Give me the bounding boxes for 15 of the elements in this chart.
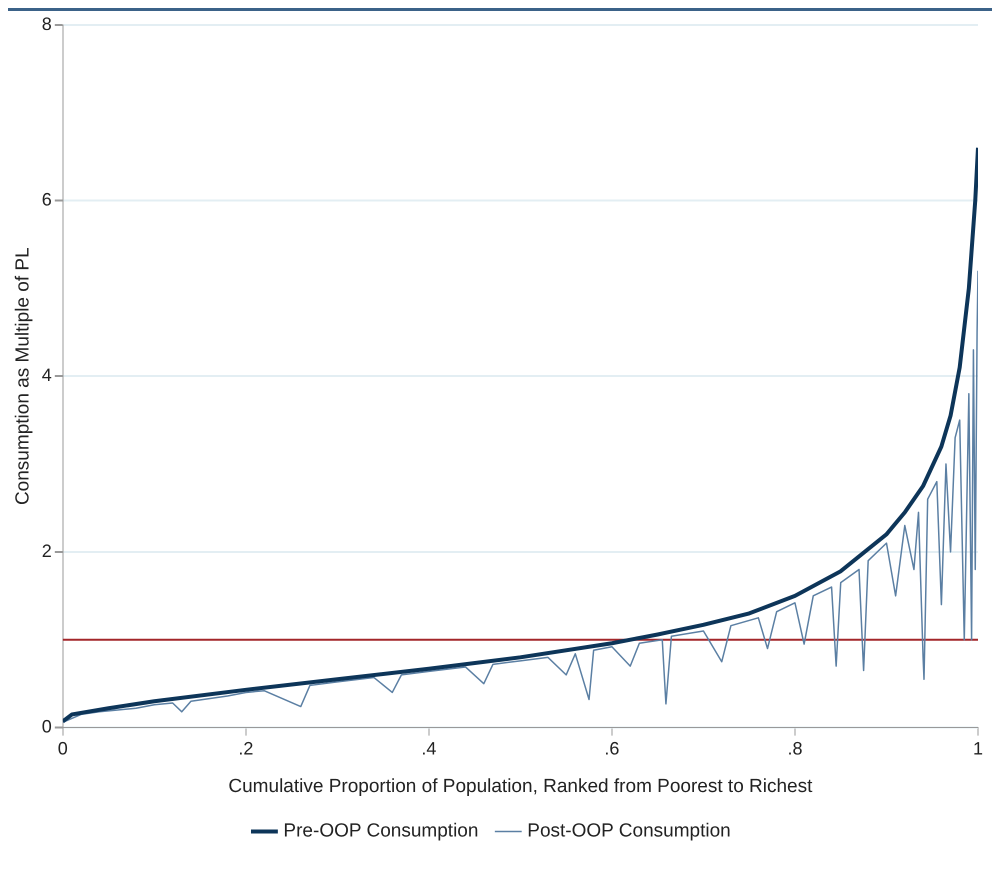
y-tick-label: 2 bbox=[42, 540, 52, 561]
x-tick-label: 0 bbox=[58, 738, 68, 758]
y-tick-label: 0 bbox=[42, 716, 52, 737]
legend-label: Pre-OOP Consumption bbox=[283, 820, 478, 842]
x-tick-label: .6 bbox=[604, 738, 620, 758]
x-axis-title: Cumulative Proportion of Population, Ranked from Poorest to Richest bbox=[228, 776, 814, 797]
x-tick-label: .4 bbox=[421, 738, 436, 758]
y-tick-label: 6 bbox=[42, 189, 52, 210]
legend-label: Post-OOP Consumption bbox=[527, 820, 731, 842]
x-tick-label: .8 bbox=[787, 738, 802, 758]
y-tick-label: 8 bbox=[42, 14, 52, 34]
x-tick-label: .2 bbox=[238, 738, 254, 758]
x-tick-label: 1 bbox=[972, 738, 984, 758]
y-axis-title: Consumption as Multiple of PL bbox=[12, 247, 34, 506]
y-tick-label: 4 bbox=[42, 365, 52, 386]
